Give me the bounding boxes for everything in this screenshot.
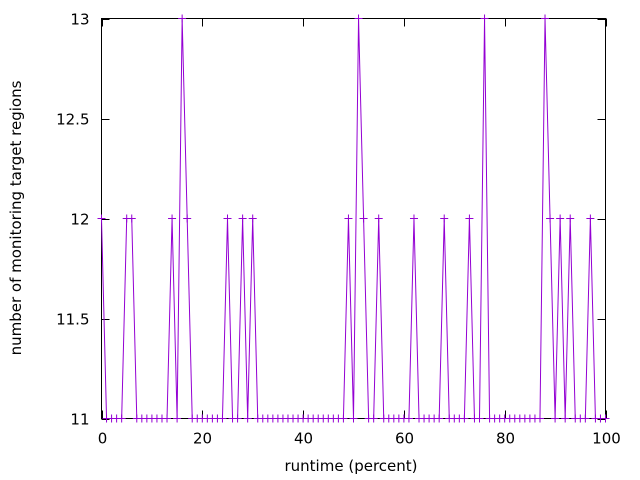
y-tick-label: 12 bbox=[70, 211, 89, 229]
axis-tick-labels: 0 20 40 60 80 100 11 11.5 12 12.5 13 bbox=[56, 11, 621, 448]
data-point-marker bbox=[409, 214, 418, 223]
data-point-marker bbox=[465, 214, 474, 223]
data-point-marker bbox=[460, 414, 469, 423]
x-tick-label: 20 bbox=[193, 430, 212, 448]
data-point-marker bbox=[233, 414, 242, 423]
x-tick-label: 100 bbox=[592, 430, 621, 448]
x-tick-label: 40 bbox=[294, 430, 313, 448]
data-point-marker bbox=[535, 414, 544, 423]
data-point-marker bbox=[344, 214, 353, 223]
data-point-marker bbox=[546, 214, 555, 223]
data-point-marker bbox=[117, 414, 126, 423]
data-point-marker bbox=[248, 214, 257, 223]
plot-frame bbox=[101, 18, 606, 419]
data-point-marker bbox=[440, 214, 449, 223]
data-point-marker bbox=[566, 214, 575, 223]
data-point-marker bbox=[163, 414, 172, 423]
x-tick-label: 60 bbox=[395, 430, 414, 448]
data-point-marker bbox=[354, 14, 363, 23]
data-point-marker bbox=[601, 414, 610, 423]
data-point-marker bbox=[243, 414, 252, 423]
axis-ticks bbox=[101, 18, 607, 420]
data-point-marker bbox=[218, 414, 227, 423]
data-point-marker bbox=[178, 14, 187, 23]
data-point-marker bbox=[97, 214, 106, 223]
data-point-marker bbox=[223, 214, 232, 223]
data-point-marker bbox=[359, 214, 368, 223]
data-point-marker bbox=[581, 414, 590, 423]
data-point-marker bbox=[127, 214, 136, 223]
data-point-marker bbox=[561, 414, 570, 423]
y-tick-label: 13 bbox=[70, 11, 89, 29]
data-point-marker bbox=[374, 214, 383, 223]
y-tick-label: 11 bbox=[70, 411, 89, 429]
data-point-marker bbox=[541, 14, 550, 23]
y-tick-label: 11.5 bbox=[56, 311, 89, 329]
data-point-marker bbox=[349, 414, 358, 423]
x-tick-label: 0 bbox=[98, 430, 108, 448]
series-markers bbox=[97, 14, 610, 423]
x-tick-label: 80 bbox=[496, 430, 515, 448]
data-point-marker bbox=[183, 214, 192, 223]
data-point-marker bbox=[551, 414, 560, 423]
y-axis-label: number of monitoring target regions bbox=[7, 80, 25, 355]
data-point-marker bbox=[480, 14, 489, 23]
data-point-marker bbox=[586, 214, 595, 223]
x-axis-label: runtime (percent) bbox=[285, 457, 418, 475]
series-line bbox=[101, 18, 606, 419]
data-point-marker bbox=[475, 414, 484, 423]
data-point-marker bbox=[339, 414, 348, 423]
data-point-marker bbox=[369, 414, 378, 423]
data-point-marker bbox=[168, 214, 177, 223]
data-point-marker bbox=[238, 214, 247, 223]
data-point-marker bbox=[435, 414, 444, 423]
data-point-marker bbox=[404, 414, 413, 423]
y-tick-label: 12.5 bbox=[56, 111, 89, 129]
data-point-marker bbox=[173, 414, 182, 423]
data-point-marker bbox=[556, 214, 565, 223]
